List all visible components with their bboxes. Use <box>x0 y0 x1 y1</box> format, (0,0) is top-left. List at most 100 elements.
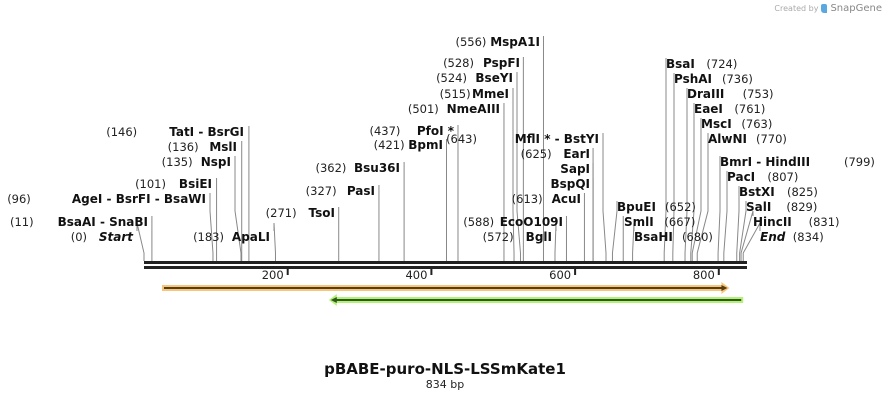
enzyme-name[interactable]: EcoO109I <box>500 215 563 229</box>
enzyme-name[interactable]: PshAI <box>674 72 712 86</box>
cut-site-s13[interactable]: NmeAIII (501) <box>408 102 500 116</box>
forward-feature[interactable] <box>161 282 730 294</box>
enzyme-name[interactable]: BpmI <box>408 138 443 152</box>
cut-position: (763) <box>741 117 772 131</box>
cut-site-s2[interactable]: AgeI - BsrFI - BsaWI (96) <box>7 192 206 206</box>
cut-site-s28[interactable]: BsaI (724) <box>666 57 737 71</box>
reverse-feature[interactable] <box>328 294 744 306</box>
cut-site-s26[interactable]: SmlI (667) <box>624 215 695 229</box>
created-by-label: Created by <box>774 4 819 13</box>
enzyme-name[interactable]: BsaI <box>666 57 695 71</box>
cut-site-s7[interactable]: ApaLI (183) <box>193 230 270 244</box>
cut-site-s3[interactable]: BsiEI (101) <box>135 177 212 191</box>
cut-site-s37[interactable]: SalI (829) <box>746 200 817 214</box>
feature-arrows <box>161 282 744 306</box>
cut-site-s5[interactable]: MslI (136) <box>168 140 237 154</box>
enzyme-name[interactable]: NspI <box>201 155 231 169</box>
cut-site-s23[interactable]: EarI (625) <box>521 147 590 161</box>
cut-site-s18[interactable]: BglI (572) <box>483 230 552 244</box>
enzyme-name[interactable]: BsaAI - SnaBI <box>58 215 148 229</box>
enzyme-name[interactable]: BsiEI <box>179 177 212 191</box>
cut-site-s15[interactable]: BseYI (524) <box>436 71 513 85</box>
enzyme-name[interactable]: DraIII <box>687 87 724 101</box>
enzyme-name[interactable]: BsaHI <box>634 230 673 244</box>
cut-site-s10[interactable]: Bsu36I (362) <box>315 161 400 175</box>
enzyme-name[interactable]: AcuI <box>552 192 581 206</box>
enzyme-name[interactable]: EarI <box>563 147 590 161</box>
cut-site-s39[interactable]: End (834) <box>760 230 824 244</box>
cut-site-s12[interactable]: PfoI * (437) <box>369 124 454 138</box>
enzyme-name[interactable]: Start <box>99 230 134 244</box>
cut-site-s33[interactable]: AlwNI (770) <box>708 132 787 146</box>
cut-site-s4[interactable]: NspI (135) <box>162 155 231 169</box>
cut-site-s6[interactable]: TatI - BsrGI (146) <box>106 125 244 139</box>
cut-position: (437) <box>369 124 400 138</box>
cut-site-s31[interactable]: EaeI (761) <box>694 102 765 116</box>
cut-site-s29[interactable]: PshAI (736) <box>674 72 753 86</box>
enzyme-name[interactable]: BpuEI <box>617 200 656 214</box>
enzyme-name[interactable]: HincII <box>753 215 792 229</box>
sequence-backbone-bottom <box>144 266 747 269</box>
enzyme-name[interactable]: ApaLI <box>232 230 270 244</box>
enzyme-name[interactable]: MslI <box>209 140 237 154</box>
enzyme-name[interactable]: PfoI * <box>417 124 455 138</box>
axis-tick-label: 600 <box>549 268 571 282</box>
enzyme-name[interactable]: SmlI <box>624 215 654 229</box>
cut-site-s16[interactable]: PspFI (528) <box>443 56 520 70</box>
cut-site-s35[interactable]: PacI (807) <box>727 170 798 184</box>
enzyme-name[interactable]: BglI <box>526 230 552 244</box>
cut-site-s9[interactable]: PasI (327) <box>306 184 375 198</box>
axis-tick-label: 400 <box>405 268 427 282</box>
cut-site-s27[interactable]: BsaHI (680) <box>634 230 713 244</box>
cut-site-s24[interactable]: MflI * - BstYI (643) <box>446 132 599 146</box>
enzyme-name[interactable]: BstXI <box>739 185 775 199</box>
axis-tick <box>717 269 720 275</box>
cut-position: (524) <box>436 71 467 85</box>
cut-position: (643) <box>446 132 477 146</box>
enzyme-name[interactable]: EaeI <box>694 102 723 116</box>
enzyme-name[interactable]: TsoI <box>309 206 335 220</box>
cut-site-s17[interactable]: MspA1I (556) <box>455 35 540 49</box>
cut-site-s25[interactable]: BpuEI (652) <box>617 200 696 214</box>
cut-site-s1[interactable]: BsaAI - SnaBI (11) <box>10 215 148 229</box>
cut-site-s22[interactable]: SapI <box>560 162 590 176</box>
enzyme-name[interactable]: TatI - BsrGI <box>169 125 244 139</box>
enzyme-name[interactable]: Bsu36I <box>354 161 400 175</box>
cut-site-s38[interactable]: HincII (831) <box>753 215 840 229</box>
cut-site-s34[interactable]: BmrI - HindIII (799) <box>720 155 875 169</box>
cut-position: (271) <box>266 206 297 220</box>
cut-site-s19[interactable]: EcoO109I (588) <box>463 215 563 229</box>
cut-position: (799) <box>844 155 875 169</box>
cut-position: (807) <box>767 170 798 184</box>
cut-site-s36[interactable]: BstXI (825) <box>739 185 818 199</box>
cut-position: (588) <box>463 215 494 229</box>
enzyme-name[interactable]: BmrI - HindIII <box>720 155 810 169</box>
enzyme-name[interactable]: PacI <box>727 170 755 184</box>
enzyme-name[interactable]: BspQI <box>550 177 590 191</box>
enzyme-name[interactable]: AlwNI <box>708 132 747 146</box>
cut-site-s30[interactable]: DraIII (753) <box>687 87 774 101</box>
enzyme-name[interactable]: End <box>760 230 786 244</box>
cut-position: (834) <box>793 230 824 244</box>
enzyme-name[interactable]: NmeAIII <box>447 102 500 116</box>
cut-site-s20[interactable]: AcuI (613) <box>512 192 581 206</box>
enzyme-name[interactable]: MflI * - BstYI <box>515 132 599 146</box>
enzyme-name[interactable]: SapI <box>560 162 590 176</box>
enzyme-name[interactable]: PspFI <box>483 56 520 70</box>
enzyme-name[interactable]: MscI <box>701 117 732 131</box>
enzyme-name[interactable]: AgeI - BsrFI - BsaWI <box>72 192 206 206</box>
cut-site-s14[interactable]: MmeI(515) <box>440 87 509 101</box>
cut-site-s0[interactable]: Start (0) <box>71 230 135 244</box>
enzyme-name[interactable]: SalI <box>746 200 771 214</box>
cut-site-s21[interactable]: BspQI <box>550 177 590 191</box>
cut-site-s8[interactable]: TsoI (271) <box>266 206 335 220</box>
cut-site-s32[interactable]: MscI (763) <box>701 117 772 131</box>
enzyme-name[interactable]: MmeI <box>472 87 509 101</box>
enzyme-name[interactable]: BseYI <box>475 71 513 85</box>
brand-name: SnapGene <box>830 3 882 14</box>
enzyme-name[interactable]: MspA1I <box>490 35 540 49</box>
axis-tick <box>574 269 577 275</box>
enzyme-name[interactable]: PasI <box>347 184 375 198</box>
cut-site-line <box>554 222 557 261</box>
cut-site-s11[interactable]: BpmI(421) <box>374 138 443 152</box>
